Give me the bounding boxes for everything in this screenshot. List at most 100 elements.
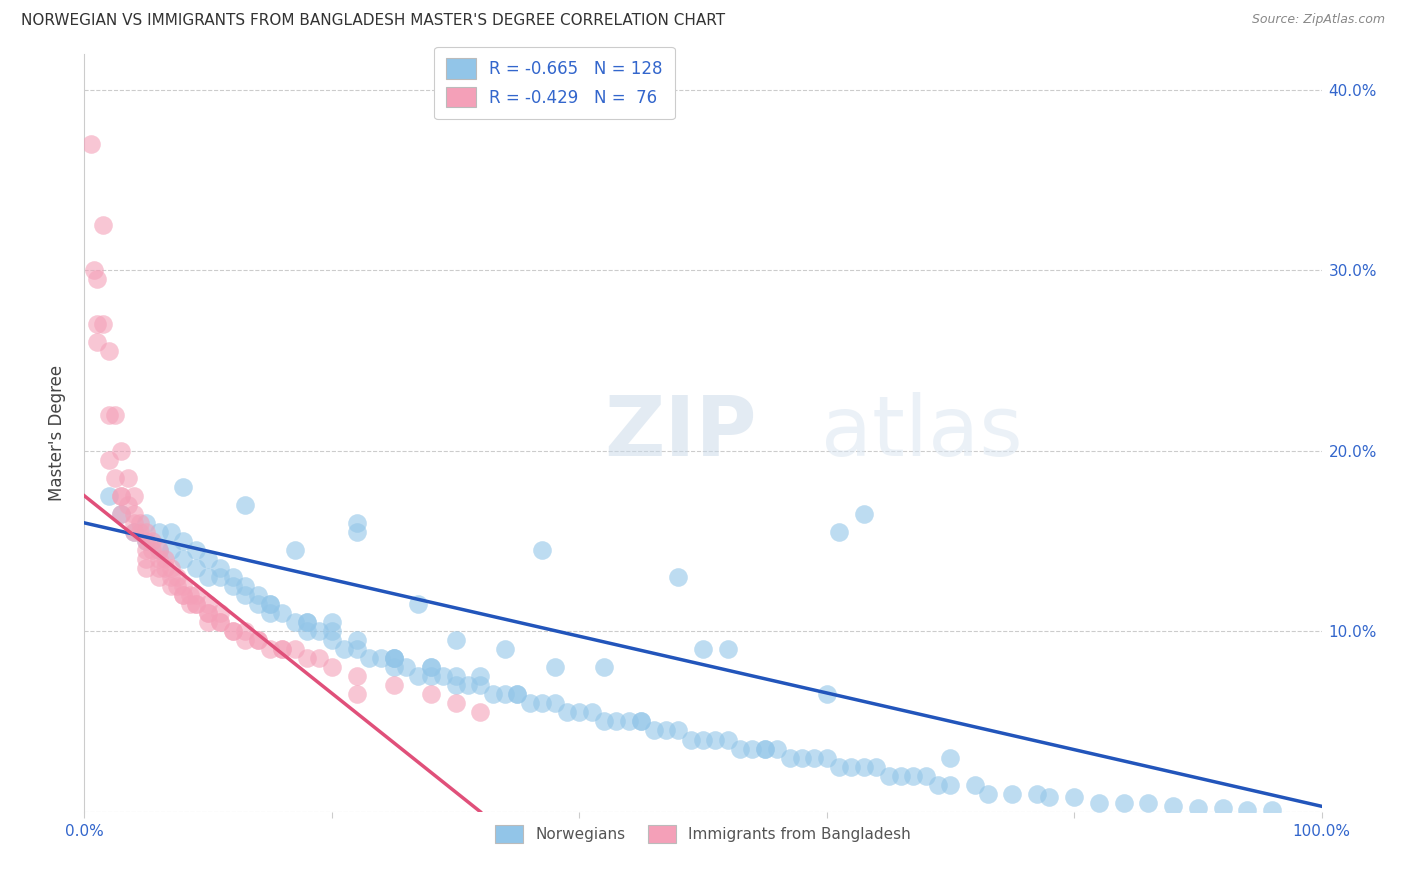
Point — [630, 714, 652, 729]
Point — [86, 335, 108, 350]
Point — [828, 524, 851, 539]
Point — [531, 543, 554, 558]
Point — [321, 615, 343, 630]
Point — [555, 706, 578, 720]
Point — [1137, 796, 1160, 810]
Point — [271, 606, 294, 620]
Point — [939, 750, 962, 764]
Point — [704, 732, 727, 747]
Point — [643, 723, 665, 738]
Point — [153, 552, 176, 566]
Point — [666, 723, 689, 738]
Point — [148, 543, 170, 558]
Point — [841, 759, 863, 773]
Point — [179, 597, 201, 611]
Point — [543, 660, 565, 674]
Point — [419, 660, 441, 674]
Point — [271, 642, 294, 657]
Point — [233, 498, 256, 512]
Point — [135, 516, 157, 530]
Point — [110, 443, 132, 458]
Point — [148, 570, 170, 584]
Point — [965, 778, 987, 792]
Point — [308, 651, 330, 665]
Point — [939, 778, 962, 792]
Point — [172, 579, 194, 593]
Point — [184, 588, 207, 602]
Point — [197, 606, 219, 620]
Point — [98, 452, 121, 467]
Point — [135, 543, 157, 558]
Point — [1088, 796, 1111, 810]
Point — [976, 787, 998, 801]
Point — [209, 570, 232, 584]
Point — [457, 678, 479, 692]
Point — [754, 741, 776, 756]
Point — [153, 561, 176, 575]
Point — [432, 669, 454, 683]
Point — [209, 615, 232, 630]
Point — [1212, 801, 1234, 815]
Point — [470, 678, 492, 692]
Point — [1112, 796, 1135, 810]
Point — [444, 697, 467, 711]
Point — [506, 687, 529, 701]
Point — [222, 579, 245, 593]
Point — [179, 588, 201, 602]
Point — [470, 706, 492, 720]
Point — [692, 642, 714, 657]
Point — [605, 714, 627, 729]
Point — [148, 543, 170, 558]
Point — [129, 516, 152, 530]
Point — [494, 642, 516, 657]
Point — [122, 524, 145, 539]
Point — [815, 687, 838, 701]
Point — [914, 769, 936, 783]
Point — [581, 706, 603, 720]
Point — [259, 642, 281, 657]
Point — [382, 651, 405, 665]
Point — [1001, 787, 1024, 801]
Point — [852, 759, 875, 773]
Point — [295, 615, 318, 630]
Point — [122, 489, 145, 503]
Point — [419, 687, 441, 701]
Point — [295, 651, 318, 665]
Point — [135, 561, 157, 575]
Point — [117, 471, 139, 485]
Point — [444, 633, 467, 648]
Point — [333, 642, 356, 657]
Point — [233, 579, 256, 593]
Point — [246, 597, 269, 611]
Point — [382, 651, 405, 665]
Point — [1038, 790, 1060, 805]
Point — [346, 687, 368, 701]
Point — [717, 642, 740, 657]
Point — [395, 660, 418, 674]
Point — [655, 723, 678, 738]
Point — [122, 524, 145, 539]
Point — [815, 750, 838, 764]
Point — [104, 471, 127, 485]
Point — [543, 697, 565, 711]
Point — [308, 624, 330, 639]
Point — [166, 579, 188, 593]
Point — [160, 579, 183, 593]
Point — [233, 624, 256, 639]
Point — [877, 769, 900, 783]
Text: ZIP: ZIP — [605, 392, 756, 473]
Point — [295, 624, 318, 639]
Point — [259, 597, 281, 611]
Point — [346, 669, 368, 683]
Point — [803, 750, 825, 764]
Point — [1236, 803, 1258, 817]
Point — [117, 498, 139, 512]
Point — [98, 489, 121, 503]
Point — [172, 533, 194, 548]
Point — [233, 588, 256, 602]
Point — [903, 769, 925, 783]
Point — [184, 597, 207, 611]
Point — [284, 642, 307, 657]
Point — [741, 741, 763, 756]
Point — [357, 651, 380, 665]
